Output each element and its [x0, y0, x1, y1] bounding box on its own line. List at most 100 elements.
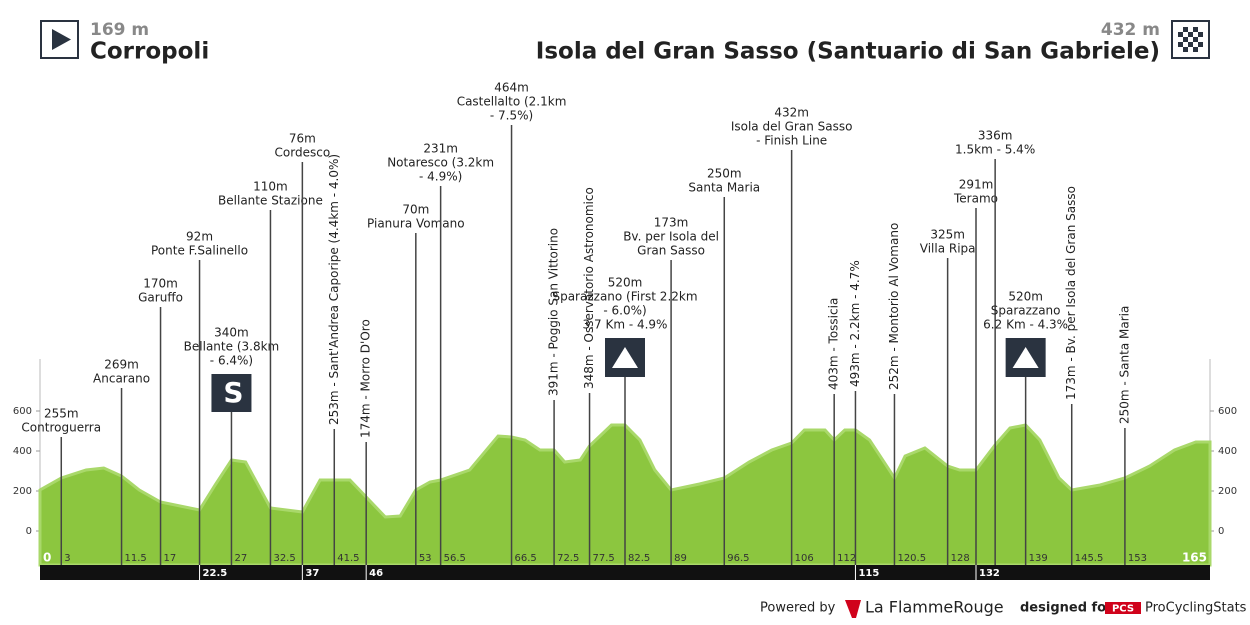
waypoint-label: Bellante Stazione [218, 194, 323, 208]
waypoint-label: 432m [774, 106, 809, 120]
km-label: 66.5 [515, 553, 537, 564]
km-strip [40, 565, 1210, 580]
powered-by: Powered by [760, 601, 836, 616]
waypoint-label: 336m [978, 129, 1013, 143]
waypoint-label: 110m [253, 180, 288, 194]
waypoint-label: Bellante (3.8km [184, 340, 280, 354]
km-label: 0 [43, 551, 51, 565]
waypoint-label: 76m [289, 132, 316, 146]
waypoint-label: 269m [104, 358, 139, 372]
waypoint-label: 520m [608, 276, 643, 290]
waypoint-label: Villa Ripa [920, 242, 976, 256]
waypoint-label: 170m [143, 277, 178, 291]
km-label: 153 [1128, 553, 1147, 564]
waypoint-label: 325m [930, 228, 965, 242]
waypoint-label: 340m [214, 326, 249, 340]
km-strip-label: 115 [858, 568, 879, 579]
waypoint-label: Santa Maria [688, 181, 760, 195]
waypoint-label: - 6.4%) [210, 354, 253, 368]
waypoint-label: 173m [654, 216, 689, 230]
waypoint-label: Controguerra [21, 421, 101, 435]
km-label: 165 [1182, 551, 1207, 565]
kom-mountain [612, 347, 638, 368]
km-label: 106 [795, 553, 814, 564]
start-elevation: 169 m [90, 20, 149, 40]
flamme-logo [845, 600, 861, 618]
km-label: 11.5 [125, 553, 147, 564]
waypoint-label: Isola del Gran Sasso [731, 120, 853, 134]
waypoint-label: 291m [959, 178, 994, 192]
km-label: 96.5 [727, 553, 749, 564]
km-label: 3 [64, 553, 70, 564]
km-label: 17 [164, 553, 177, 564]
waypoint-label: Teramo [953, 192, 998, 206]
waypoint-label: Castellalto (2.1km [457, 95, 567, 109]
waypoint-label: - 4.9%) [419, 170, 462, 184]
start-name: Corropoli [90, 39, 209, 65]
waypoint-label-vertical: 250m - Santa Maria [1117, 306, 1131, 424]
y-tick-label-right: 600 [1218, 406, 1237, 417]
waypoint-label: 255m [44, 407, 79, 421]
waypoint-label: Notaresco (3.2km [387, 156, 494, 170]
waypoint-label: Gran Sasso [637, 244, 705, 258]
waypoint-label: Garuffo [138, 291, 183, 305]
finish-icon [1171, 20, 1210, 59]
waypoint-label: Ponte F.Salinello [151, 244, 248, 258]
km-label: 139 [1029, 553, 1048, 564]
waypoint-label-vertical: 403m - Tossicia [827, 298, 841, 390]
finish-elevation: 432 m [1101, 20, 1160, 40]
waypoint-label-vertical: 253m - Sant'Andrea Caporipe (4.4km - 4.0… [327, 154, 341, 425]
km-label: 56.5 [444, 553, 466, 564]
km-label: 53 [419, 553, 432, 564]
brand: La FlammeRouge [865, 598, 1004, 617]
km-label: 128 [951, 553, 970, 564]
waypoint-label: 3.7 Km - 4.9% [583, 318, 668, 332]
y-tick-label: 0 [26, 526, 32, 537]
sprint-icon [211, 374, 252, 412]
y-tick-label: 200 [13, 486, 32, 497]
waypoint-label-vertical: 252m - Montorio Al Vomano [887, 223, 901, 390]
waypoint-label-vertical: 348m - Osservatorio Astronomico [582, 187, 596, 389]
sprint-icon-s: S [223, 376, 243, 409]
waypoint-label: Cordesco [275, 146, 331, 160]
waypoint-label-vertical: 391m - Poggio San Vittorino [547, 228, 561, 396]
waypoint-label: 92m [186, 230, 213, 244]
waypoint-label: 520m [1008, 290, 1043, 304]
kom-mountain [1012, 347, 1039, 368]
footer: Powered by La FlammeRouge designed for P… [760, 598, 1247, 618]
pcs-name: ProCyclingStats [1145, 601, 1247, 616]
km-strip-label: 132 [979, 568, 1000, 579]
km-label: 120.5 [897, 553, 926, 564]
km-strip-label: 22.5 [203, 568, 228, 579]
waypoint-label-vertical: 173m - Bv. per Isola del Gran Sasso [1064, 186, 1078, 400]
km-label: 32.5 [273, 553, 295, 564]
km-label: 112 [837, 553, 856, 564]
waypoint-label: - Finish Line [756, 134, 827, 148]
waypoint-label: 70m [402, 203, 429, 217]
km-label: 82.5 [628, 553, 650, 564]
km-label: 89 [674, 553, 687, 564]
km-label: 41.5 [337, 553, 359, 564]
waypoint-label: Sparazzano (First 2.2km [552, 290, 697, 304]
waypoint-label-vertical: 493m - 2.2km - 4.7% [848, 260, 862, 387]
waypoint-label: - 6.0%) [603, 304, 646, 318]
km-strip-label: 46 [369, 568, 383, 579]
waypoint-label: - 7.5%) [490, 109, 533, 123]
start-arrow [52, 29, 71, 50]
km-label: 72.5 [557, 553, 579, 564]
waypoint-label: Bv. per Isola del [623, 230, 719, 244]
waypoint-label: Pianura Vomano [367, 217, 465, 231]
waypoint-label: 231m [423, 142, 458, 156]
waypoint-label: Ancarano [93, 372, 150, 386]
y-tick-label: 400 [13, 446, 32, 457]
waypoint-label: 1.5km - 5.4% [955, 143, 1035, 157]
y-tick-label-right: 0 [1218, 526, 1224, 537]
finish-name: Isola del Gran Sasso (Santuario di San G… [536, 39, 1160, 65]
y-tick-label-right: 400 [1218, 446, 1237, 457]
pcs-logo [1105, 602, 1141, 614]
start-icon [40, 20, 79, 59]
km-label: 77.5 [593, 553, 615, 564]
waypoint-label-vertical: 174m - Morro D'Oro [359, 319, 373, 438]
